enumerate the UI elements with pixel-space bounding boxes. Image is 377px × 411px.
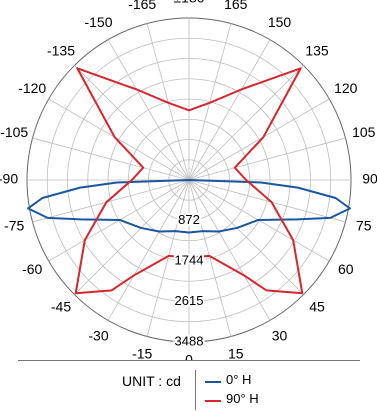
angle-label: -30 (88, 328, 108, 344)
angle-label: 15 (228, 346, 244, 360)
grid-spoke (146, 179, 190, 337)
grid-spoke (188, 179, 271, 321)
angle-label: -75 (4, 218, 24, 234)
ring-label: 2615 (175, 293, 204, 308)
angle-label: 90 (362, 171, 377, 187)
ring-label: 3488 (175, 333, 204, 348)
grid-spoke (32, 137, 190, 181)
angle-label: 120 (334, 80, 358, 96)
angle-label: 165 (224, 0, 248, 12)
angle-label: 150 (268, 14, 292, 30)
angle-label: -90 (0, 171, 18, 187)
series-layer (27, 67, 351, 295)
grid-spoke (74, 179, 190, 295)
label-layer: 872174426153488±180165150135120105907560… (0, 0, 377, 360)
legend-swatch-0h (205, 381, 221, 383)
angle-label: 135 (305, 43, 329, 59)
angle-label: 75 (356, 218, 372, 234)
polar-grid (26, 17, 352, 343)
grid-spoke (32, 179, 190, 223)
angle-label: 60 (338, 261, 354, 277)
grid-spoke (188, 179, 232, 337)
angle-label: -15 (132, 346, 152, 360)
grid-spoke (188, 137, 346, 181)
angle-label: 0 (185, 352, 193, 360)
legend-separator (18, 360, 360, 361)
angle-label: -150 (84, 14, 112, 30)
grid-spoke (188, 179, 346, 223)
grid-spoke (107, 179, 190, 321)
angle-label: 105 (352, 124, 376, 140)
grid-spoke (48, 98, 190, 181)
angle-label: -60 (22, 261, 42, 277)
angle-label: -45 (51, 299, 71, 315)
angle-label: ±180 (173, 0, 204, 6)
grid-spoke (188, 179, 304, 295)
grid-spoke (188, 39, 271, 181)
angle-label: -105 (0, 124, 28, 140)
ring-label: 1744 (175, 252, 204, 267)
legend-label-90h: 90° H (226, 391, 259, 406)
ring-label: 872 (178, 212, 200, 227)
grid-spoke (74, 65, 190, 181)
series-0h-curve (27, 179, 351, 234)
angle-label: -120 (18, 80, 46, 96)
angle-label: 45 (309, 299, 325, 315)
polar-chart: 872174426153488±180165150135120105907560… (0, 0, 377, 360)
grid-spoke (107, 39, 190, 181)
unit-label: UNIT : cd (122, 373, 181, 389)
legend-divider (195, 370, 196, 410)
legend-label-0h: 0° H (226, 372, 252, 387)
angle-label: -135 (47, 43, 75, 59)
grid-spoke (188, 65, 304, 181)
series-90h-curve (74, 67, 304, 295)
legend-swatch-90h (205, 400, 221, 402)
grid-spoke (188, 98, 330, 181)
legend: UNIT : cd 0° H 90° H (0, 360, 377, 411)
angle-label: -165 (128, 0, 156, 12)
angle-label: 30 (272, 328, 288, 344)
